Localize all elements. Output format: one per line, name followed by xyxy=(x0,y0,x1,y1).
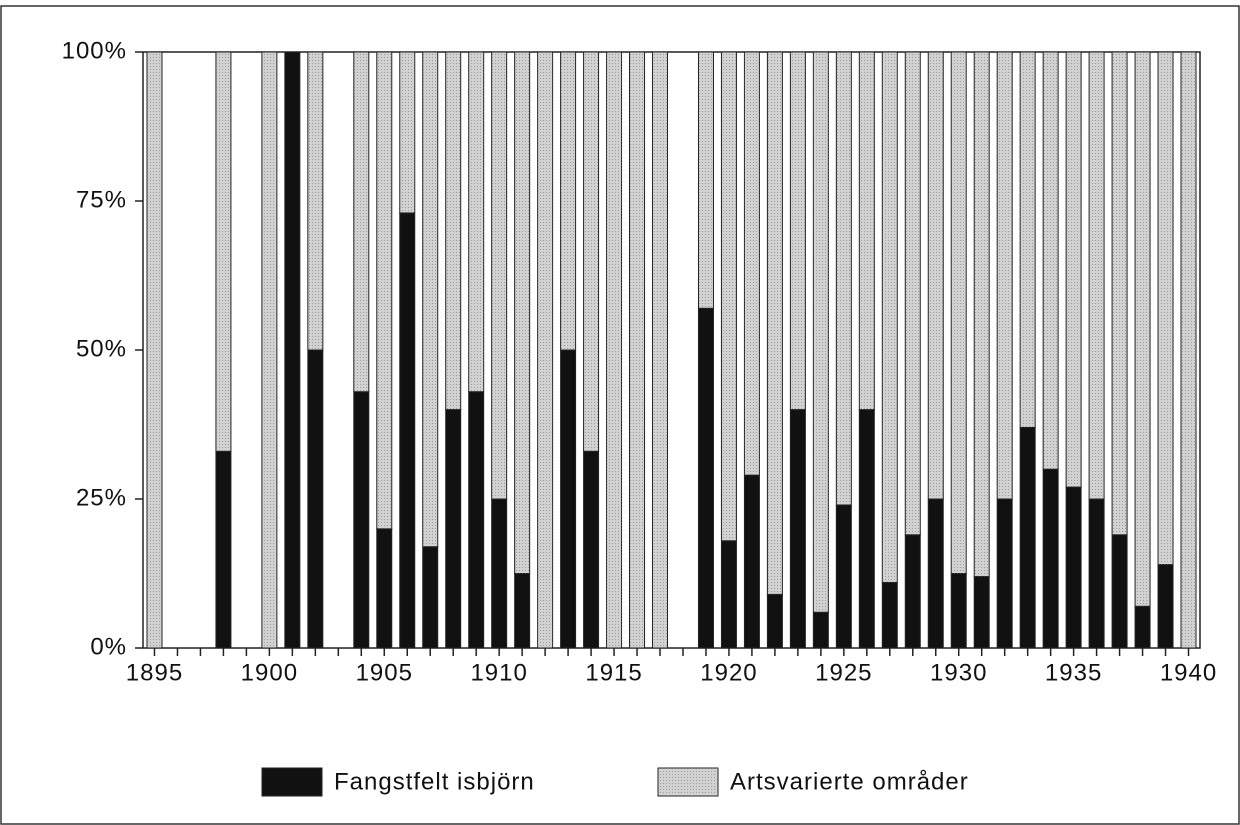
bar-segment xyxy=(789,409,806,649)
bar-segment xyxy=(1134,605,1151,649)
plot-area xyxy=(142,51,1201,649)
bar-segment xyxy=(422,546,439,649)
frame xyxy=(0,5,1240,825)
bar-segment xyxy=(881,581,898,649)
legend-swatch xyxy=(261,767,323,797)
bar-texture xyxy=(514,52,530,574)
bar-segment xyxy=(215,450,232,649)
bar-texture xyxy=(376,52,392,529)
bar-segment xyxy=(950,573,967,649)
bar-segment xyxy=(835,504,852,649)
y-tick-label: 25% xyxy=(76,484,127,511)
bar-segment xyxy=(284,51,301,649)
bar-segment xyxy=(583,450,600,649)
bar-segment xyxy=(904,534,921,649)
bar-segment xyxy=(1111,534,1128,649)
bar-segment xyxy=(1157,564,1174,649)
bar-segment xyxy=(743,474,760,649)
bar-texture xyxy=(1066,52,1082,488)
x-tick-label: 1940 xyxy=(1160,659,1217,686)
x-tick-label: 1930 xyxy=(930,659,987,686)
bar-texture xyxy=(997,52,1013,499)
bar-segment xyxy=(996,498,1013,649)
bar-texture xyxy=(974,52,990,577)
legend-label: Fangstfelt isbjörn xyxy=(334,768,535,795)
bar-texture xyxy=(491,52,507,499)
bar-texture xyxy=(1158,52,1174,565)
bar-texture xyxy=(606,52,622,648)
bar-segment xyxy=(927,498,944,649)
bar-segment xyxy=(353,391,370,649)
bar-texture xyxy=(1089,52,1105,499)
bar-texture xyxy=(146,52,162,648)
bar-texture xyxy=(767,52,783,595)
bar-segment xyxy=(307,349,324,649)
x-tick-label: 1915 xyxy=(585,659,642,686)
bar-texture xyxy=(790,52,806,410)
x-tick-label: 1910 xyxy=(470,659,527,686)
legend-texture xyxy=(658,768,718,796)
bar-texture xyxy=(307,52,323,350)
x-tick-label: 1900 xyxy=(241,659,298,686)
bar-texture xyxy=(951,52,967,574)
bar-texture xyxy=(560,52,576,350)
bar-texture xyxy=(422,52,438,547)
bar-segment xyxy=(1042,468,1059,649)
bar-segment xyxy=(766,593,783,649)
x-tick-label: 1905 xyxy=(356,659,413,686)
x-tick-label: 1920 xyxy=(700,659,757,686)
bar-segment xyxy=(858,409,875,649)
bar-segment xyxy=(812,611,829,649)
bar-texture xyxy=(353,52,369,392)
bar-texture xyxy=(261,52,277,648)
bar-texture xyxy=(583,52,599,452)
y-tick-label: 50% xyxy=(76,335,127,362)
bar-texture xyxy=(652,52,668,648)
bar-segment xyxy=(376,528,393,649)
bar-segment xyxy=(1088,498,1105,649)
x-tick-label: 1935 xyxy=(1045,659,1102,686)
bar-texture xyxy=(1043,52,1059,470)
bar-texture xyxy=(1020,52,1036,428)
bar-segment xyxy=(445,409,462,649)
bar-segment xyxy=(697,307,714,649)
bar-texture xyxy=(445,52,461,410)
bar-texture xyxy=(721,52,737,541)
bar-texture xyxy=(1135,52,1151,607)
x-tick-label: 1925 xyxy=(815,659,872,686)
bar-segment xyxy=(491,498,508,649)
bar-texture xyxy=(859,52,875,410)
bar-texture xyxy=(928,52,944,499)
bar-segment xyxy=(399,212,416,649)
x-tick-label: 1895 xyxy=(126,659,183,686)
bar-segment xyxy=(560,349,577,649)
bar-segment xyxy=(1065,486,1082,649)
y-tick-label: 100% xyxy=(62,37,127,64)
bar-texture xyxy=(537,52,553,648)
legend-label: Artsvarierte områder xyxy=(730,768,969,795)
bar-texture xyxy=(744,52,760,476)
bar-segment xyxy=(1019,426,1036,649)
bar-segment xyxy=(468,391,485,649)
bar-texture xyxy=(629,52,645,648)
bar-segment xyxy=(720,540,737,649)
bar-texture xyxy=(1181,52,1197,648)
bar-segment xyxy=(514,573,531,649)
bar-texture xyxy=(468,52,484,392)
y-tick-label: 0% xyxy=(90,633,127,660)
bar-texture xyxy=(836,52,852,505)
bar-texture xyxy=(882,52,898,583)
bar-texture xyxy=(215,52,231,452)
bar-texture xyxy=(1112,52,1128,535)
bar-texture xyxy=(399,52,415,213)
bar-texture xyxy=(698,52,714,309)
bar-texture xyxy=(813,52,829,613)
bar-segment xyxy=(973,575,990,649)
bar-texture xyxy=(905,52,921,535)
y-tick-label: 75% xyxy=(76,186,127,213)
